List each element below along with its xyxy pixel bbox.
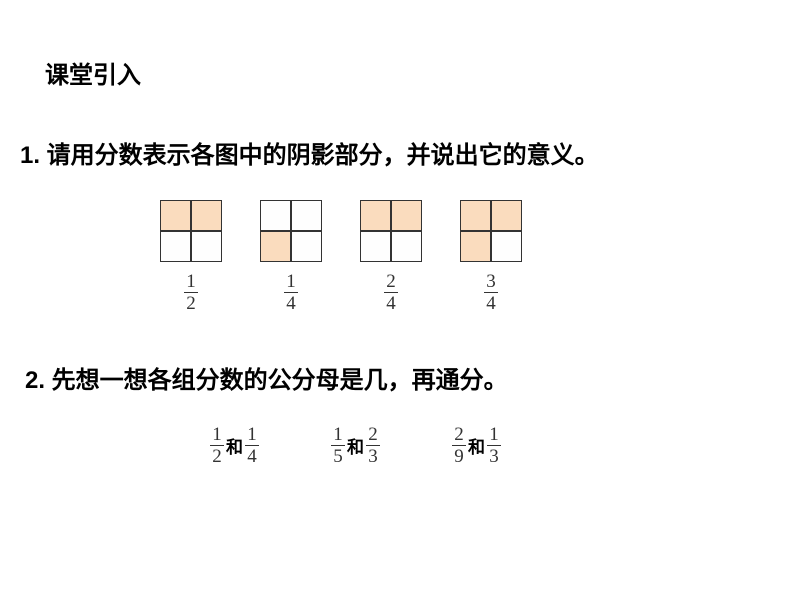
fraction-denominator: 2 xyxy=(210,445,224,466)
fraction-numerator: 2 xyxy=(366,425,380,445)
fraction: 15 xyxy=(331,425,345,466)
fraction-denominator: 3 xyxy=(366,445,380,466)
grid-cell xyxy=(491,200,522,231)
grid-cell xyxy=(391,200,422,231)
section-title-text: 课堂引入 xyxy=(45,62,141,89)
fraction: 23 xyxy=(366,425,380,466)
fraction-numerator: 1 xyxy=(284,272,298,292)
fraction-pairs-row: 12和1415和2329和13 xyxy=(210,425,501,466)
fraction-numerator: 3 xyxy=(484,272,498,292)
grid-cell xyxy=(160,231,191,262)
and-word: 和 xyxy=(347,433,364,458)
diagram-item: 12 xyxy=(160,200,222,313)
diagram-item: 24 xyxy=(360,200,422,313)
grid-cell xyxy=(491,231,522,262)
grid-cell xyxy=(191,231,222,262)
fraction-pair: 12和14 xyxy=(210,425,259,466)
grid-cell xyxy=(260,200,291,231)
problem-1-content: 1. 请用分数表示各图中的阴影部分，并说出它的意义。 xyxy=(20,142,599,169)
square-diagram xyxy=(460,200,522,262)
grid-cell xyxy=(360,200,391,231)
problem-2-text: 2. 先想一想各组分数的公分母是几，再通分。 xyxy=(25,360,508,395)
fraction-numerator: 1 xyxy=(331,425,345,445)
square-diagram xyxy=(360,200,422,262)
fraction: 12 xyxy=(210,425,224,466)
diagram-item: 34 xyxy=(460,200,522,313)
problem-1-text: 1. 请用分数表示各图中的阴影部分，并说出它的意义。 xyxy=(20,135,599,170)
grid-cell xyxy=(460,231,491,262)
square-diagram xyxy=(260,200,322,262)
fraction-denominator: 4 xyxy=(384,292,398,313)
grid-cell xyxy=(191,200,222,231)
fraction-label: 24 xyxy=(384,272,398,313)
fraction-numerator: 1 xyxy=(184,272,198,292)
fraction-numerator: 2 xyxy=(384,272,398,292)
diagram-item: 14 xyxy=(260,200,322,313)
fraction-pair: 15和23 xyxy=(331,425,380,466)
grid-cell xyxy=(260,231,291,262)
grid-cell xyxy=(460,200,491,231)
grid-cell xyxy=(391,231,422,262)
problem-2-content: 2. 先想一想各组分数的公分母是几，再通分。 xyxy=(25,367,508,394)
grid-cell xyxy=(291,231,322,262)
section-title: 课堂引入 xyxy=(45,55,141,90)
fraction-pair: 29和13 xyxy=(452,425,501,466)
fraction-numerator: 2 xyxy=(452,425,466,445)
fraction-label: 34 xyxy=(484,272,498,313)
fraction-denominator: 4 xyxy=(245,445,259,466)
fraction-denominator: 3 xyxy=(487,445,501,466)
fraction-denominator: 4 xyxy=(484,292,498,313)
square-diagram xyxy=(160,200,222,262)
fraction: 29 xyxy=(452,425,466,466)
and-word: 和 xyxy=(468,433,485,458)
and-word: 和 xyxy=(226,433,243,458)
grid-cell xyxy=(291,200,322,231)
fraction-denominator: 4 xyxy=(284,292,298,313)
fraction: 14 xyxy=(245,425,259,466)
fraction-label: 14 xyxy=(284,272,298,313)
fraction-label: 12 xyxy=(184,272,198,313)
fraction-numerator: 1 xyxy=(210,425,224,445)
fraction-denominator: 5 xyxy=(331,445,345,466)
fraction-denominator: 9 xyxy=(452,445,466,466)
fraction-numerator: 1 xyxy=(487,425,501,445)
diagrams-row: 12142434 xyxy=(160,200,522,313)
grid-cell xyxy=(160,200,191,231)
fraction-denominator: 2 xyxy=(184,292,198,313)
grid-cell xyxy=(360,231,391,262)
fraction: 13 xyxy=(487,425,501,466)
fraction-numerator: 1 xyxy=(245,425,259,445)
